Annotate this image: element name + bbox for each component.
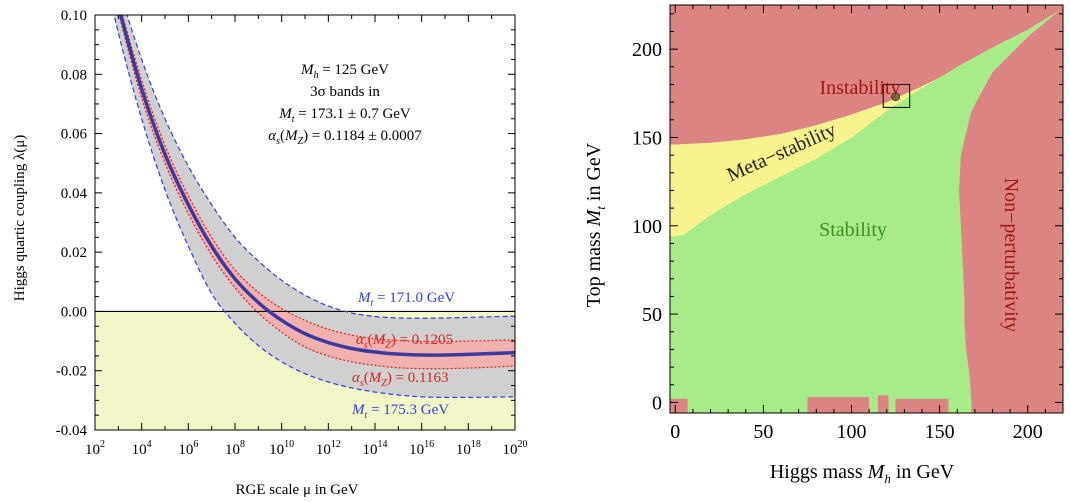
lambda-y-tick-label: 0.02 [61,245,87,261]
nonperturbativity-region [959,5,1063,413]
bottom-instability-sliver [807,397,870,413]
bottom-instability-sliver [895,398,949,413]
phase-y-tick-label: 0 [652,392,662,414]
label-mt-1753: Mt = 175.3 GeV [351,402,449,421]
bottom-instability-sliver [670,398,688,413]
lambda-y-tick-label: -0.02 [56,364,87,380]
lambda-x-tick-label: 1020 [503,439,528,458]
info-top-mass: Mt = 173.1 ± 0.7 GeV [278,106,411,125]
alpha-s-low-curve [118,15,515,370]
central-lambda-curve [118,15,515,357]
phase-x-tick-label: 100 [837,421,867,443]
lambda-x-tick-label: 108 [225,439,245,458]
phase-plot-area [670,5,1063,413]
alpha-s-high-curve [121,15,515,343]
lambda-x-tick-label: 1016 [409,439,434,458]
experimental-point [891,92,900,102]
lambda-plot-area [95,15,515,430]
lambda-x-tick-label: 104 [132,439,152,458]
lambda-x-tick-label: 106 [178,439,198,458]
info-higgs-mass: Mh = 125 GeV [300,62,389,81]
lambda-x-tick-label: 1014 [363,439,388,458]
label-alpha-s-01163: αs(MZ) = 0.1163 [352,370,449,389]
lambda-y-axis-label: Higgs quartic coupling λ(μ) [12,135,28,302]
phase-y-tick-label: 200 [632,39,662,61]
phase-y-tick-label: 50 [642,304,662,326]
phase-x-tick-label: 0 [670,421,680,443]
lambda-y-tick-label: 0.00 [61,304,87,320]
lambda-x-tick-label: 1012 [316,439,341,458]
label-mt-171: Mt = 171.0 GeV [357,290,455,309]
lambda-x-axis-label: RGE scale μ in GeV [235,482,358,498]
region-label-stability: Stability [819,219,887,241]
phase-x-tick-label: 150 [925,421,955,443]
lambda-y-tick-label: 0.10 [61,8,87,24]
phase-y-tick-label: 150 [632,127,662,149]
phase-x-tick-label: 50 [753,421,773,443]
lambda-y-tick-label: -0.04 [56,423,88,439]
lambda-y-tick-label: 0.06 [61,127,88,143]
lambda-x-tick-label: 1018 [456,439,481,458]
phase-y-tick-label: 100 [632,216,662,238]
region-label-instability: Instability [819,77,900,99]
lambda-x-tick-label: 1010 [269,439,294,458]
mt-low-curve [126,15,515,319]
info-alpha-s: αs(MZ) = 0.1184 ± 0.0007 [268,128,422,147]
phase-x-tick-label: 200 [1013,421,1043,443]
stability-region [670,10,1060,413]
phase-axes: 0 50 100 150 200 0 50 100 150 200 [632,4,1064,443]
lambda-y-tick-label: 0.04 [61,186,88,202]
info-bands: 3σ bands in [310,84,380,100]
phase-y-axis-label: Top mass Mt in GeV [583,142,608,307]
zoom-box [882,83,911,109]
lambda-y-tick-label: 0.08 [61,67,87,83]
phase-plot-frame [669,4,1064,414]
label-alpha-s-01205: αs(MZ) = 0.1205 [356,332,453,351]
mt-high-curve [113,15,515,399]
phase-x-axis-label: Higgs mass Mh in GeV [770,461,955,486]
bottom-instability-sliver [877,395,889,413]
lambda-x-tick-label: 102 [85,439,105,458]
region-label-nonperturbativity: Non−perturbativity [1000,178,1022,333]
